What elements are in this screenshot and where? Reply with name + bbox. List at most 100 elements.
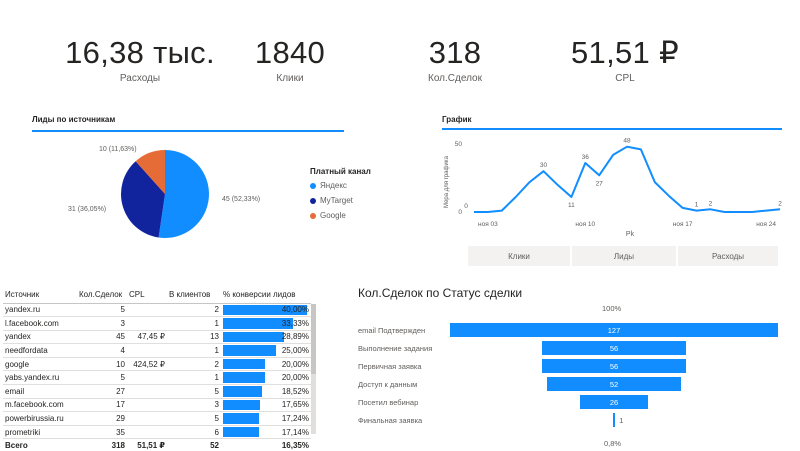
conversion-bar bbox=[223, 318, 293, 329]
cell-conversion: 20,00% bbox=[221, 357, 311, 372]
legend-item-google[interactable]: Google bbox=[310, 211, 346, 220]
cell-source: needfordata bbox=[3, 343, 77, 358]
cell-conversion: 17,65% bbox=[221, 398, 311, 413]
cell-clients: 1 bbox=[167, 343, 221, 358]
funnel-category-label: Посетил вебинар bbox=[358, 398, 419, 407]
cell-clients: 13 bbox=[167, 330, 221, 345]
line-chart-y-axis-label: Мера для графика bbox=[444, 155, 450, 208]
metric-button-spend[interactable]: Расходы bbox=[678, 246, 780, 266]
table-row[interactable]: yandex 45 47,45 ₽13 28,89% bbox=[3, 330, 311, 345]
legend-label-yandex: Яндекс bbox=[320, 181, 347, 190]
conversion-value: 18,52% bbox=[281, 386, 309, 396]
cell-source: l.facebook.com bbox=[3, 316, 77, 331]
line-data-label: 27 bbox=[596, 180, 604, 187]
funnel-category-label: Первичная заявка bbox=[358, 362, 422, 371]
funnel-bar[interactable]: 56 bbox=[541, 359, 687, 373]
funnel-chart[interactable]: email Подтвержден 127 Выполнение задания 56… bbox=[350, 320, 790, 440]
table-row[interactable]: powerbirussia.ru 29 5 17,24% bbox=[3, 411, 311, 426]
kpi-deals-value: 318 bbox=[428, 35, 482, 70]
pie-label-mytarget: 31 (36,05%) bbox=[68, 206, 107, 213]
col-header-deals[interactable]: Кол.Сделок bbox=[77, 287, 127, 304]
col-header-cpl[interactable]: CPL bbox=[127, 287, 167, 304]
kpi-deals-label: Кол.Сделок bbox=[428, 73, 482, 84]
table-row[interactable]: yabs.yandex.ru 5 1 20,00% bbox=[3, 370, 311, 386]
funnel-category-label: Финальная заявка bbox=[358, 416, 423, 425]
conversion-bar bbox=[223, 386, 262, 397]
legend-dot-google bbox=[310, 212, 316, 219]
cell-conversion: 25,00% bbox=[221, 343, 311, 358]
kpi-spend: 16,38 тыс. Расходы bbox=[60, 36, 220, 85]
kpi-spend-label: Расходы bbox=[119, 73, 161, 84]
conversion-bar bbox=[223, 372, 265, 384]
funnel-category-label: email Подтвержден bbox=[358, 326, 426, 335]
line-section-underline bbox=[442, 128, 782, 130]
table-row[interactable]: prometriki 35 6 17,14% bbox=[3, 425, 311, 440]
pie-section-title: Лиды по источникам bbox=[32, 115, 116, 124]
kpi-cpl: 51,51 ₽ CPL bbox=[555, 35, 695, 85]
table-row[interactable]: needfordata 4 1 25,00% bbox=[3, 343, 311, 358]
conversion-value: 28,89% bbox=[281, 332, 309, 342]
funnel-bar[interactable]: 52 bbox=[546, 377, 682, 391]
cell-clients: 1 bbox=[167, 316, 221, 331]
pie-slice-mytarget[interactable] bbox=[121, 161, 165, 238]
cell-cpl bbox=[127, 398, 167, 413]
cell-conversion: 28,89% bbox=[221, 330, 311, 345]
funnel-category-label: Выполнение задания bbox=[358, 344, 433, 353]
conversion-value: 20,00% bbox=[281, 373, 309, 383]
funnel-bottom-label: 0,8% bbox=[604, 439, 622, 448]
legend-item-mytarget[interactable]: MyTarget bbox=[310, 196, 353, 205]
col-header-clients[interactable]: В клиентов bbox=[167, 287, 221, 304]
metric-button-clicks[interactable]: Клики bbox=[468, 246, 572, 266]
cell-source: yabs.yandex.ru bbox=[3, 370, 77, 386]
legend-label-google: Google bbox=[320, 211, 346, 220]
table-row[interactable]: l.facebook.com 3 1 33,33% bbox=[3, 316, 311, 331]
table-scrollbar-thumb[interactable] bbox=[311, 304, 316, 374]
legend-label-mytarget: MyTarget bbox=[320, 196, 353, 205]
col-header-conversion[interactable]: % конверсии лидов bbox=[221, 287, 311, 304]
table-scrollbar[interactable] bbox=[311, 304, 316, 434]
line-chart[interactable]: Мера для графика 0 50 ноя 03 ноя 10 ноя 17 н… bbox=[440, 132, 785, 240]
cell-clients: 3 bbox=[167, 398, 221, 413]
table-row[interactable]: m.facebook.com 17 3 17,65% bbox=[3, 398, 311, 413]
cell-deals: 5 bbox=[77, 303, 127, 318]
line-y-tick: 0 bbox=[458, 209, 462, 216]
cell-source: m.facebook.com bbox=[3, 398, 77, 413]
col-header-source[interactable]: Источник bbox=[3, 287, 77, 304]
total-clients: 52 bbox=[167, 438, 221, 451]
pie-slice-яндекс[interactable] bbox=[158, 150, 210, 238]
total-cpl: 51,51 ₽ bbox=[127, 438, 167, 451]
cell-cpl bbox=[127, 343, 167, 358]
cell-cpl bbox=[127, 303, 167, 318]
cell-deals: 10 bbox=[77, 357, 127, 372]
pie-chart[interactable] bbox=[108, 140, 228, 250]
legend-item-yandex[interactable]: Яндекс bbox=[310, 181, 347, 190]
funnel-top-label: 100% bbox=[602, 304, 622, 313]
table-row[interactable]: email 27 5 18,52% bbox=[3, 384, 311, 399]
cell-clients: 5 bbox=[167, 411, 221, 426]
pie-slice-google[interactable] bbox=[135, 150, 165, 194]
cell-source: yandex bbox=[3, 330, 77, 345]
legend-dot-yandex bbox=[310, 182, 316, 189]
cell-clients: 1 bbox=[167, 370, 221, 386]
conversion-value: 17,24% bbox=[281, 414, 309, 424]
cell-conversion: 17,14% bbox=[221, 425, 311, 440]
table-row[interactable]: yandex.ru 5 2 40,00% bbox=[3, 303, 311, 318]
funnel-bar[interactable]: 127 bbox=[450, 323, 778, 337]
cell-cpl bbox=[127, 384, 167, 399]
funnel-bar[interactable]: 26 bbox=[580, 395, 648, 409]
funnel-bar[interactable]: 56 bbox=[541, 341, 687, 355]
pie-label-yandex: 45 (52,33%) bbox=[222, 196, 261, 203]
line-x-tick: ноя 24 bbox=[756, 221, 776, 228]
legend-dot-mytarget bbox=[310, 197, 316, 204]
funnel-value-label: 1 bbox=[619, 416, 624, 425]
conversion-bar bbox=[223, 413, 260, 424]
table-row[interactable]: google 10 424,52 ₽2 20,00% bbox=[3, 357, 311, 372]
metric-button-leads[interactable]: Лиды bbox=[572, 246, 678, 266]
pie-section-underline bbox=[32, 130, 344, 132]
cell-clients: 2 bbox=[167, 357, 221, 372]
total-conversion: 16,35% bbox=[221, 438, 311, 451]
funnel-bar[interactable] bbox=[612, 413, 616, 427]
kpi-cpl-value: 51,51 ₽ bbox=[570, 35, 679, 70]
conversion-value: 40,00% bbox=[281, 305, 309, 315]
cell-source: google bbox=[3, 357, 77, 372]
